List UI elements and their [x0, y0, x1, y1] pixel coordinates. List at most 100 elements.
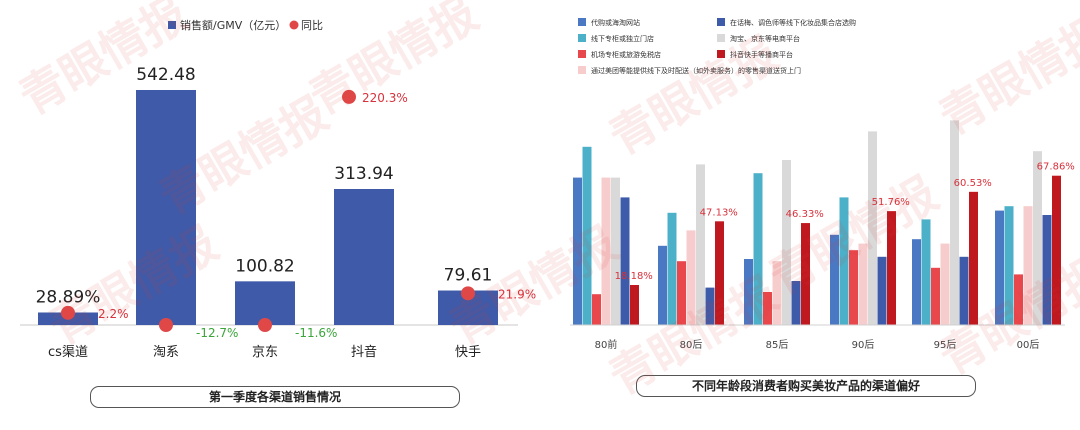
- bar: [1004, 206, 1014, 325]
- x-tick-label: 淘系: [153, 345, 179, 360]
- data-label: 46.33%: [786, 209, 824, 220]
- bar: [658, 245, 667, 325]
- bar: [782, 160, 791, 325]
- legend-label-gmv: 销售额/GMV（亿元）: [180, 18, 286, 32]
- bar: [696, 164, 705, 325]
- legend-label: 线下专柜或独立门店: [591, 34, 654, 43]
- bar: [136, 90, 196, 325]
- bar: [620, 197, 630, 325]
- x-tick-label: cs渠道: [48, 345, 88, 360]
- legend-label-yoy: 同比: [301, 19, 323, 32]
- bar: [592, 294, 601, 325]
- bar: [849, 250, 858, 325]
- legend-swatch: [717, 18, 725, 26]
- legend-swatch: [717, 34, 725, 42]
- legend-marker-yoy: [289, 20, 299, 30]
- bar: [334, 189, 394, 325]
- bar: [959, 256, 969, 325]
- yoy-marker: [342, 89, 356, 104]
- bar: [582, 146, 592, 325]
- legend-swatch-gmv: [168, 21, 176, 29]
- x-tick-label: 85后: [766, 339, 789, 351]
- legend-swatch: [578, 66, 586, 74]
- bar: [677, 261, 686, 325]
- bar: [772, 261, 782, 325]
- bar: [940, 243, 950, 325]
- bar: [667, 212, 677, 325]
- bar: [601, 177, 611, 325]
- legend-label: 抖音快手等播商平台: [730, 50, 793, 59]
- bar: [1042, 215, 1052, 325]
- bar: [801, 223, 810, 325]
- bar: [753, 173, 763, 325]
- bar: [715, 221, 724, 325]
- bar: [763, 292, 772, 325]
- bar: [235, 281, 295, 325]
- bar: [877, 256, 887, 325]
- bar: [995, 210, 1004, 325]
- bar: [868, 131, 877, 325]
- legend-label: 机场专柜或旅游免税店: [591, 50, 661, 59]
- data-label: 18.18%: [615, 271, 653, 282]
- yoy-label: 2.2%: [98, 307, 129, 321]
- bar: [1033, 151, 1042, 325]
- legend-label: 在话梅、调色师等线下化妆品集合店选购: [730, 18, 856, 27]
- bar: [791, 281, 801, 325]
- yoy-marker: [461, 286, 475, 301]
- bar: [573, 177, 582, 325]
- bar: [686, 230, 696, 325]
- bar: [858, 243, 868, 325]
- x-tick-label: 80前: [595, 338, 618, 351]
- bar: [912, 239, 921, 325]
- right-chart-panel: 代购或海淘网站 在话梅、调色师等线下化妆品集合店选购线下专柜或独立门店 淘宝、京东等…: [540, 0, 1080, 426]
- legend-label: 淘宝、京东等电商平台: [730, 34, 800, 43]
- legend-swatch: [578, 34, 586, 42]
- yoy-label: 21.9%: [498, 287, 536, 301]
- bar: [705, 287, 715, 325]
- bar: [887, 211, 896, 325]
- legend-swatch: [578, 50, 586, 58]
- data-label: 60.53%: [954, 178, 992, 189]
- yoy-label: 220.3%: [362, 91, 408, 105]
- legend-label: 通过美团等能提供线下及时配送（如外卖服务）的零售渠道送货上门: [591, 66, 801, 75]
- yoy-marker: [159, 318, 173, 332]
- yoy-marker: [258, 318, 272, 332]
- bar: [950, 120, 959, 326]
- bar: [921, 219, 931, 325]
- data-label: 67.86%: [1037, 162, 1075, 173]
- bar: [969, 191, 978, 325]
- bar-value-label: 100.82: [235, 256, 294, 276]
- bar: [744, 259, 753, 325]
- bar: [931, 267, 940, 325]
- bar: [1023, 206, 1033, 325]
- yoy-label: -12.7%: [196, 326, 238, 340]
- yoy-label: -11.6%: [295, 326, 337, 340]
- legend-label: 代购或海淘网站: [591, 18, 640, 27]
- bar: [630, 285, 639, 325]
- legend-swatch: [578, 18, 586, 26]
- data-label: 47.13%: [700, 207, 738, 218]
- bar: [839, 197, 849, 325]
- x-tick-label: 90后: [852, 339, 875, 351]
- x-tick-label: 95后: [934, 339, 957, 351]
- x-tick-label: 80后: [680, 339, 703, 351]
- yoy-marker: [61, 305, 75, 320]
- right-chart-caption: 不同年龄段消费者购买美妆产品的渠道偏好: [636, 375, 976, 397]
- bar-value-label: 313.94: [334, 164, 393, 184]
- bar-value-label: 542.48: [136, 65, 195, 85]
- x-tick-label: 00后: [1017, 339, 1040, 351]
- data-label: 51.76%: [872, 197, 910, 208]
- bar-value-label: 79.61: [444, 266, 493, 286]
- x-tick-label: 快手: [455, 345, 481, 360]
- x-tick-label: 抖音: [351, 344, 377, 360]
- left-chart-caption: 第一季度各渠道销售情况: [90, 386, 460, 408]
- left-chart-panel: 销售额/GMV（亿元） 同比 28.89% cs渠道 2.2% 542.48 淘系 -12.7…: [0, 0, 540, 426]
- bar: [830, 234, 839, 325]
- bar: [1014, 274, 1023, 325]
- bar: [611, 177, 620, 325]
- bar-value-label: 28.89%: [36, 287, 101, 307]
- bar: [1052, 175, 1061, 325]
- x-tick-label: 京东: [252, 345, 278, 360]
- legend-swatch: [717, 50, 725, 58]
